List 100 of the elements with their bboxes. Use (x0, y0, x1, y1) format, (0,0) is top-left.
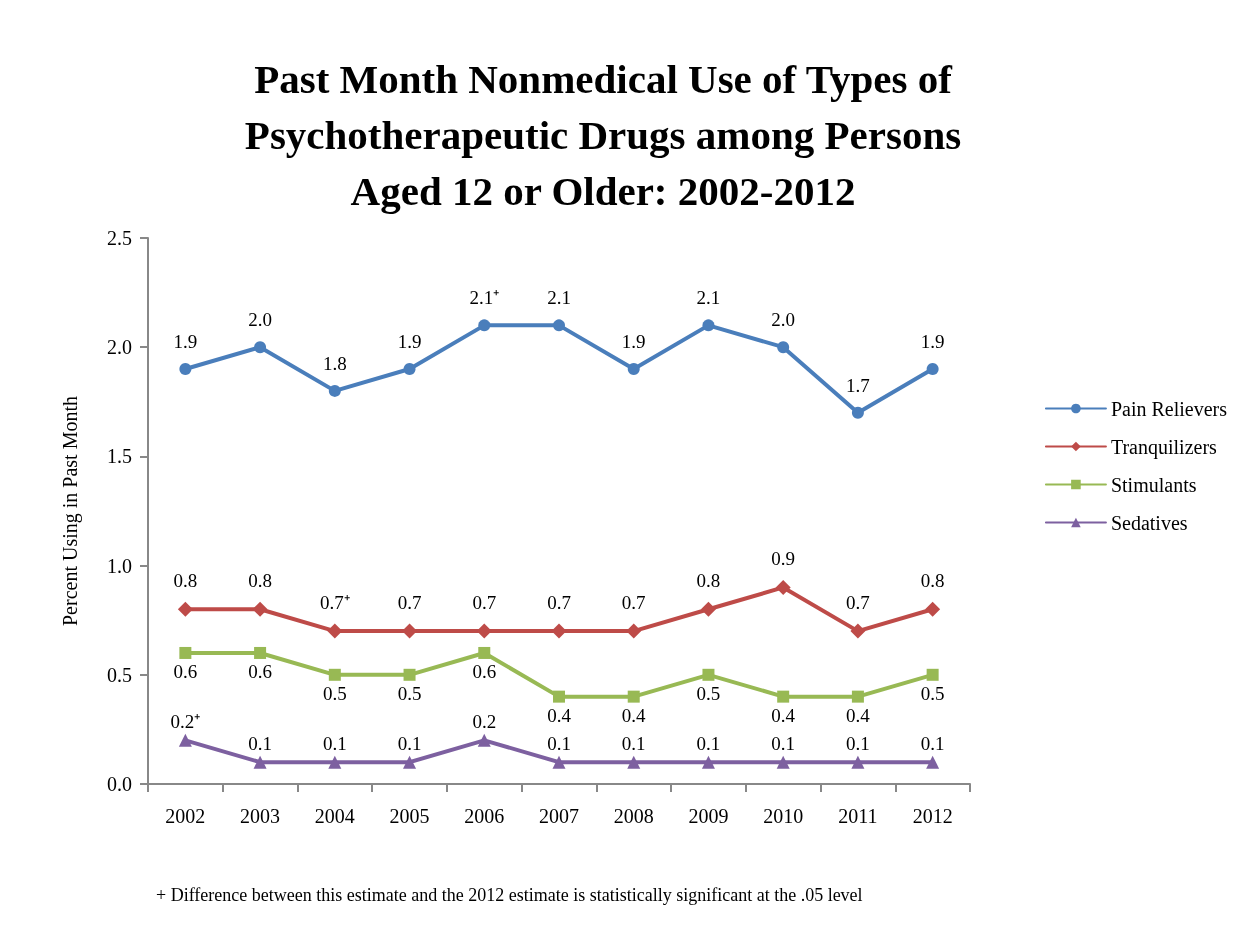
x-tick-label: 2006 (464, 805, 505, 827)
point (328, 384, 341, 397)
data-label: 1.9 (397, 331, 422, 353)
x-tick-label: 2012 (912, 805, 953, 827)
y-tick-label: 2.0 (107, 336, 132, 359)
point (702, 668, 715, 681)
point (925, 601, 941, 617)
legend-label: Pain Relievers (1110, 397, 1228, 420)
data-label: 0.5 (696, 682, 721, 704)
point (328, 668, 341, 681)
text: + Difference between this estimate and the 2012 estimate is statistically significant at the .05 level (156, 885, 863, 905)
point (851, 406, 864, 419)
point (327, 623, 343, 639)
data-label: 0.7⁺ (319, 591, 350, 613)
data-label: 0.8 (696, 569, 721, 591)
legend-label: Sedatives (1110, 511, 1188, 534)
data-label: 0.4 (846, 704, 871, 726)
point (777, 341, 790, 354)
point (551, 623, 567, 639)
y-tick-label: 0.5 (107, 663, 132, 686)
data-label: 0.2 (472, 710, 497, 732)
data-label: 0.7 (621, 591, 646, 613)
point (627, 690, 640, 703)
point (553, 690, 565, 703)
data-label: 1.8 (322, 352, 347, 374)
y-tick-label: 2.5 (107, 227, 132, 249)
point (179, 363, 192, 376)
point (926, 755, 940, 769)
data-label: 0.1 (397, 732, 422, 754)
point (478, 646, 491, 659)
x-tick-label: 2002 (165, 805, 206, 827)
point (627, 755, 641, 769)
point (627, 363, 640, 376)
data-label: 0.1 (846, 732, 870, 754)
point (777, 690, 790, 703)
data-label: 0.6 (472, 660, 497, 682)
data-label: 0.2⁺ (170, 710, 201, 732)
x-tick-label: 2008 (613, 805, 654, 827)
data-label: 0.7 (472, 591, 497, 613)
point (552, 755, 566, 769)
data-label: 0.8 (173, 569, 198, 591)
data-label: 0.8 (248, 569, 272, 591)
data-label: 0.1 (920, 732, 945, 754)
data-label: 0.9 (771, 547, 796, 569)
point (254, 341, 267, 354)
point (626, 623, 642, 639)
x-tick-label: 2007 (539, 805, 579, 827)
point (178, 733, 192, 747)
data-label: 0.4 (771, 704, 796, 726)
data-label: 0.1 (621, 732, 646, 754)
data-label: 0.6 (173, 660, 198, 682)
y-tick-label: 0.0 (107, 773, 132, 795)
data-label: 0.4 (547, 704, 572, 726)
point (403, 755, 417, 769)
point (851, 755, 865, 769)
point (850, 623, 866, 639)
x-tick-label: 2005 (389, 805, 430, 827)
point (328, 755, 342, 769)
point (926, 668, 939, 681)
data-label: 0.1 (547, 732, 571, 754)
data-label: 1.9 (920, 331, 945, 353)
legend-label: Tranquilizers (1110, 435, 1218, 459)
x-tick-label: 2009 (688, 805, 729, 827)
point (177, 601, 193, 617)
point (776, 755, 790, 769)
data-label: 0.7 (397, 591, 422, 613)
data-label: 0.1 (696, 732, 721, 754)
data-label: 0.8 (920, 569, 945, 591)
data-label: 0.1 (322, 732, 347, 754)
data-label: 1.7 (846, 374, 870, 396)
y-axis-title: Percent Using in Past Month (59, 396, 82, 626)
point (253, 755, 267, 769)
data-label: 1.9 (621, 331, 646, 353)
data-label: 2.1 (696, 287, 721, 309)
x-tick-label: 2004 (314, 805, 355, 827)
data-label: 2.0 (771, 309, 796, 331)
data-label: 0.5 (397, 682, 422, 704)
data-label: 0.5 (322, 682, 347, 704)
point (477, 733, 491, 747)
point (926, 363, 939, 376)
data-label: 2.1 (547, 287, 571, 309)
point (478, 319, 491, 332)
point (553, 319, 565, 332)
y-tick-label: 1.5 (107, 445, 132, 468)
data-label: 0.5 (920, 682, 945, 704)
point (775, 579, 791, 595)
x-tick-label: 2011 (838, 805, 878, 827)
y-tick-label: 1.0 (107, 554, 132, 577)
point (851, 690, 864, 703)
point (702, 319, 715, 332)
data-label: 0.1 (771, 732, 796, 754)
data-label: 0.4 (621, 704, 647, 726)
point (254, 646, 267, 659)
data-label: 1.9 (173, 331, 198, 353)
point (252, 601, 268, 617)
data-label: 2.0 (248, 309, 272, 331)
legend-label: Stimulants (1110, 473, 1197, 496)
data-label: 0.7 (547, 591, 571, 613)
data-label: 0.7 (846, 591, 870, 613)
data-label: 0.1 (248, 732, 272, 754)
